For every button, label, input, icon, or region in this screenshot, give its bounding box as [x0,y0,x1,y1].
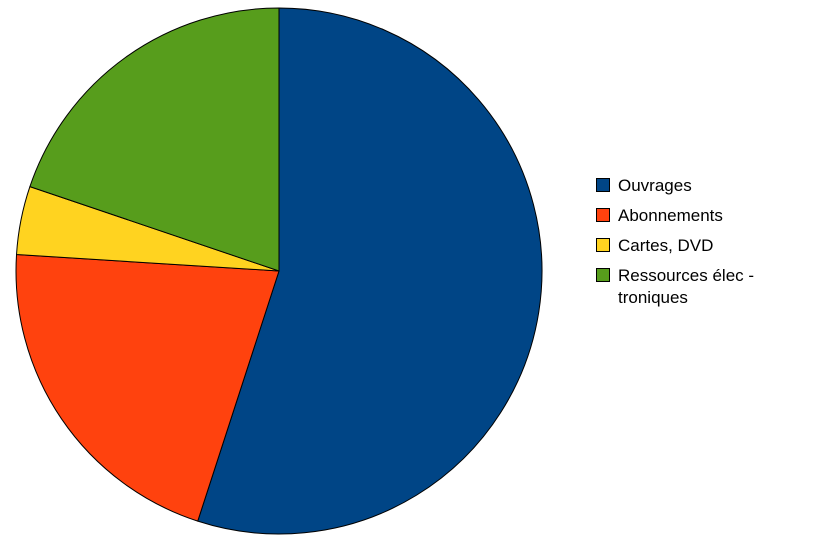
legend-item: Cartes, DVD [596,235,808,257]
legend: Ouvrages Abonnements Cartes, DVD Ressources… [596,175,808,317]
legend-item: Ouvrages [596,175,808,197]
pie-slice-3 [29,7,280,272]
legend-label: Abonnements [618,206,723,225]
legend-label: Ouvrages [618,176,692,195]
pie-chart [15,7,543,535]
pie-slice-0 [197,7,543,535]
legend-swatch [596,208,610,222]
legend-swatch [596,178,610,192]
pie-slice-1 [15,253,280,522]
legend-item: Ressources élec - troniques [596,265,808,309]
legend-label: Cartes, DVD [618,236,714,255]
legend-item: Abonnements [596,205,808,227]
legend-label: Ressources élec - troniques [618,266,755,307]
legend-swatch [596,238,610,252]
legend-swatch [596,268,610,282]
